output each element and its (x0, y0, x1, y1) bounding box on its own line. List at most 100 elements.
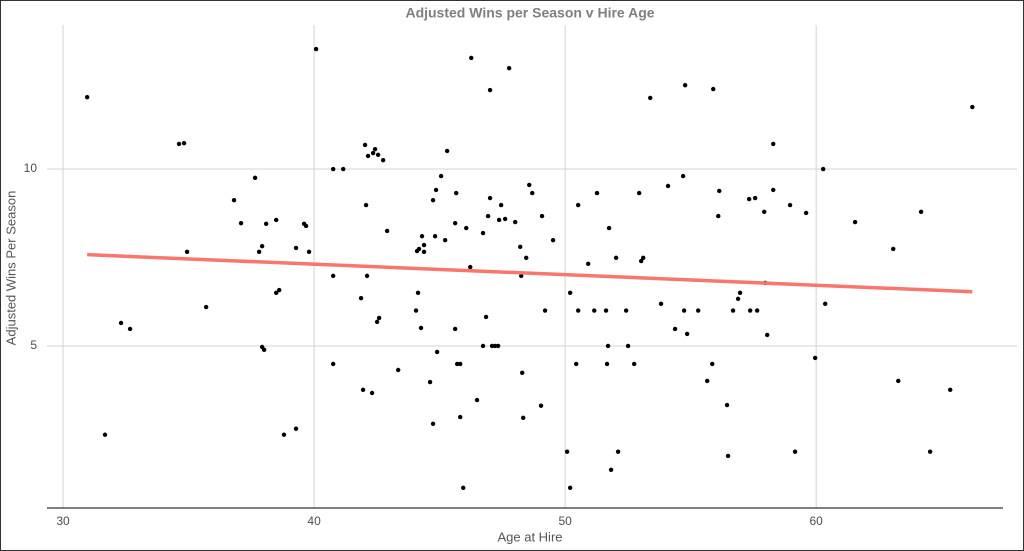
point (313, 46, 319, 52)
point (717, 188, 722, 194)
point (594, 190, 600, 196)
point (430, 197, 436, 203)
point (176, 141, 182, 147)
x-tick-label: 50 (558, 514, 572, 528)
point (375, 152, 381, 158)
point (672, 326, 678, 332)
point (380, 157, 386, 163)
point (421, 249, 427, 255)
point (203, 304, 209, 310)
point (631, 361, 637, 367)
point (452, 326, 458, 332)
point (567, 485, 573, 491)
point (372, 147, 378, 152)
point (474, 397, 480, 403)
point (519, 273, 524, 279)
point (586, 261, 591, 267)
point (550, 237, 556, 243)
point (518, 244, 523, 250)
point (416, 246, 422, 252)
point (433, 187, 439, 193)
point (539, 213, 545, 219)
point (231, 197, 237, 203)
point (498, 202, 504, 208)
point (927, 449, 933, 454)
point (468, 264, 473, 270)
point (102, 432, 108, 437)
point (127, 326, 133, 332)
point (277, 287, 282, 293)
point (483, 314, 489, 320)
point (363, 202, 369, 208)
point (896, 378, 901, 384)
point (374, 319, 380, 325)
point (608, 467, 614, 472)
point (502, 216, 508, 222)
y-tick-label: 10 (24, 161, 38, 175)
point (238, 220, 244, 226)
point (84, 94, 90, 100)
point (625, 343, 631, 349)
point (418, 325, 424, 331)
point (684, 331, 690, 337)
point (792, 449, 798, 454)
point (496, 217, 502, 223)
point (341, 166, 346, 172)
point (376, 315, 382, 321)
point (524, 255, 529, 261)
point (330, 166, 336, 172)
point (303, 223, 309, 229)
point (487, 87, 493, 93)
y-tick-label: 5 (30, 338, 37, 352)
point (573, 361, 579, 367)
point (762, 209, 767, 215)
x-tick-label: 30 (56, 514, 70, 528)
point (330, 273, 336, 279)
point (604, 361, 610, 367)
point (358, 295, 364, 301)
point (369, 390, 375, 396)
trend-line (87, 252, 973, 294)
point (771, 141, 776, 147)
point (432, 234, 438, 239)
point (444, 148, 450, 154)
point (592, 308, 597, 313)
point (521, 415, 526, 420)
point (281, 432, 287, 437)
point (495, 343, 501, 349)
point (458, 361, 463, 367)
y-axis-title: Adjusted Wins Per Season (3, 191, 18, 346)
x-tick-label: 40 (307, 514, 321, 528)
point (263, 221, 269, 227)
point (415, 290, 421, 296)
point (564, 449, 570, 454)
point (613, 255, 619, 261)
point (725, 453, 731, 459)
point (771, 187, 776, 193)
point (746, 196, 752, 202)
point (485, 213, 491, 219)
point (891, 246, 896, 252)
point (852, 219, 858, 225)
point (421, 242, 427, 248)
point (665, 183, 671, 189)
point (705, 378, 710, 384)
point (427, 379, 433, 385)
point (293, 426, 299, 431)
point (330, 361, 336, 367)
point (623, 308, 629, 313)
point (452, 220, 458, 226)
point (438, 173, 444, 179)
point (520, 370, 525, 376)
point (489, 343, 495, 349)
point (181, 140, 187, 146)
point (680, 173, 686, 179)
x-axis-title: Age at Hire (497, 529, 562, 544)
point (506, 65, 512, 71)
point (615, 449, 621, 454)
point (711, 86, 716, 92)
point (256, 249, 262, 255)
